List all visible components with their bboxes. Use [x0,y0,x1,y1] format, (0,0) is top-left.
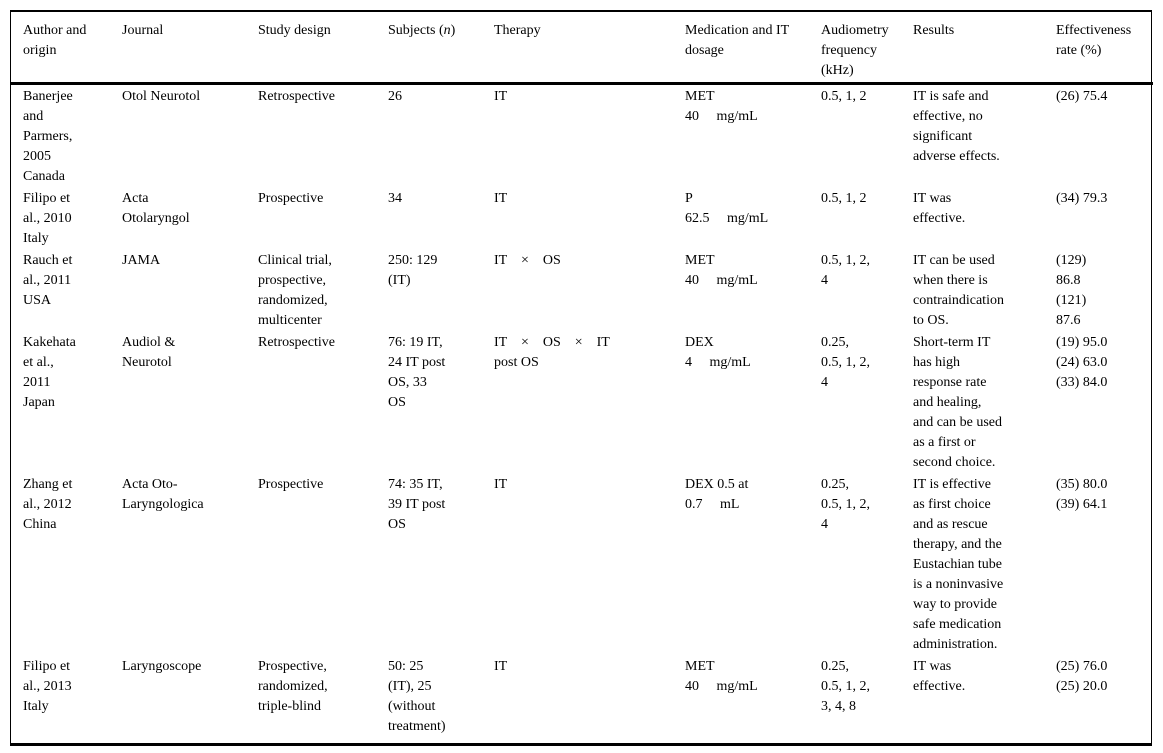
cell-therapy: IT [494,658,508,674]
cell-study-design: Retrospective [258,334,335,350]
col-header-author-origin: Author and origin [23,23,87,58]
cell-results: IT is effective as first choice and as r… [913,476,1004,652]
table-body: Banerjee and Parmers, 2005 Canada Otol N… [11,83,1153,743]
cell-audiometry: 0.25, 0.5, 1, 2, 3, 4, 8 [821,658,870,714]
subjects-label-suffix: ) [450,23,456,38]
cell-effectiveness: (25) 76.0 (25) 20.0 [1056,658,1108,694]
table-row-kakehata-2011: Kakehata et al., 2011 Japan Audiol & Neu… [11,331,1153,473]
cell-subjects: 34 [388,190,402,206]
cell-effectiveness: (34) 79.3 [1056,190,1108,206]
cell-journal: JAMA [122,252,161,268]
col-header-results: Results [913,23,955,38]
studies-table: Author and origin Journal Study design S… [11,12,1153,743]
cell-results: Short-term IT has high response rate and… [913,334,1003,470]
col-header-therapy: Therapy [494,23,541,38]
cell-effectiveness: (19) 95.0 (24) 63.0 (33) 84.0 [1056,334,1108,390]
cell-subjects: 76: 19 IT, 24 IT post OS, 33 OS [388,334,446,410]
table-row-zhang-2012: Zhang et al., 2012 China Acta Oto- Laryn… [11,473,1153,655]
cell-results: IT was effective. [913,190,966,226]
subjects-label-prefix: Subjects ( [388,23,444,38]
cell-journal: Acta Oto- Laryngologica [122,476,204,512]
cell-study-design: Clinical trial, prospective, randomized,… [258,252,332,328]
cell-therapy: IT [494,88,508,104]
table-row-filipo-2013: Filipo et al., 2013 Italy Laryngoscope P… [11,655,1153,743]
studies-table-frame: Author and origin Journal Study design S… [10,10,1153,746]
cell-results: IT was effective. [913,658,966,694]
cell-author: Kakehata et al., 2011 Japan [23,334,76,410]
cell-effectiveness: (129) 86.8 (121) 87.6 [1056,252,1087,328]
cell-author: Filipo et al., 2010 Italy [23,190,72,246]
cell-author: Filipo et al., 2013 Italy [23,658,72,714]
table-row-rauch-2011: Rauch et al., 2011 USA JAMA Clinical tri… [11,249,1153,331]
cell-author: Banerjee and Parmers, 2005 Canada [23,88,73,184]
col-header-subjects: Subjects (n) [388,12,494,83]
cell-effectiveness: (35) 80.0 (39) 64.1 [1056,476,1108,512]
col-header-effectiveness-rate: Effectiveness rate (%) [1056,23,1132,58]
cell-results: IT can be used when there is contraindic… [913,252,1004,328]
cell-author: Zhang et al., 2012 China [23,476,73,532]
cell-audiometry: 0.25, 0.5, 1, 2, 4 [821,334,870,390]
cell-therapy: IT × OS [494,252,561,268]
col-header-medication-dosage: Medication and IT dosage [685,23,790,58]
cell-therapy: IT [494,190,508,206]
cell-journal: Audiol & Neurotol [122,334,176,370]
cell-medication: MET 40 mg/mL [685,88,758,124]
cell-subjects: 74: 35 IT, 39 IT post OS [388,476,446,532]
cell-therapy: IT [494,476,508,492]
cell-medication: MET 40 mg/mL [685,658,758,694]
cell-audiometry: 0.5, 1, 2 [821,88,867,104]
cell-subjects: 250: 129 (IT) [388,252,438,288]
cell-study-design: Prospective [258,190,324,206]
cell-journal: Acta Otolaryngol [122,190,190,226]
header-row: Author and origin Journal Study design S… [11,12,1153,83]
col-header-journal: Journal [122,23,164,38]
cell-effectiveness: (26) 75.4 [1056,88,1108,104]
cell-journal: Otol Neurotol [122,88,201,104]
table-row-filipo-2010: Filipo et al., 2010 Italy Acta Otolaryng… [11,187,1153,249]
cell-medication: MET 40 mg/mL [685,252,758,288]
table-header: Author and origin Journal Study design S… [11,12,1153,83]
cell-subjects: 26 [388,88,402,104]
cell-audiometry: 0.5, 1, 2, 4 [821,252,870,288]
cell-medication: DEX 4 mg/mL [685,334,751,370]
col-header-study-design: Study design [258,23,331,38]
table-row-banerjee-2005: Banerjee and Parmers, 2005 Canada Otol N… [11,83,1153,187]
cell-journal: Laryngoscope [122,658,202,674]
cell-therapy: IT × OS × IT post OS [494,334,610,370]
cell-audiometry: 0.25, 0.5, 1, 2, 4 [821,476,870,532]
cell-audiometry: 0.5, 1, 2 [821,190,867,206]
cell-results: IT is safe and effective, no significant… [913,88,1000,164]
cell-subjects: 50: 25 (IT), 25 (without treatment) [388,658,446,734]
cell-study-design: Prospective, randomized, triple-blind [258,658,328,714]
col-header-audiometry-frequency: Audiometry frequency (kHz) [821,23,889,78]
cell-study-design: Retrospective [258,88,335,104]
subjects-label-n-italic: n [443,23,451,38]
cell-study-design: Prospective [258,476,324,492]
cell-medication: DEX 0.5 at 0.7 mL [685,476,749,512]
cell-medication: P 62.5 mg/mL [685,190,769,226]
cell-author: Rauch et al., 2011 USA [23,252,73,308]
